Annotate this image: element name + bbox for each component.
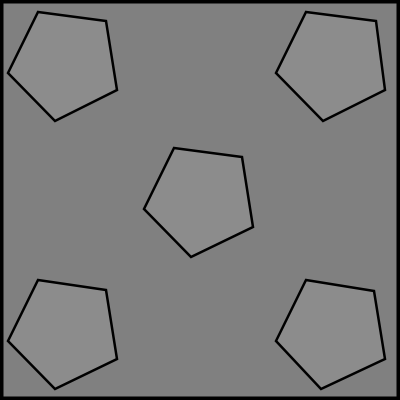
- pentagon-top-left[interactable]: [6, 10, 119, 123]
- pentagon-center[interactable]: [142, 146, 255, 259]
- pentagon-bottom-right[interactable]: [274, 278, 387, 391]
- pentagon-top-right[interactable]: [274, 10, 387, 123]
- pieces-layer: [6, 10, 387, 391]
- pentagon-bottom-left[interactable]: [6, 278, 119, 391]
